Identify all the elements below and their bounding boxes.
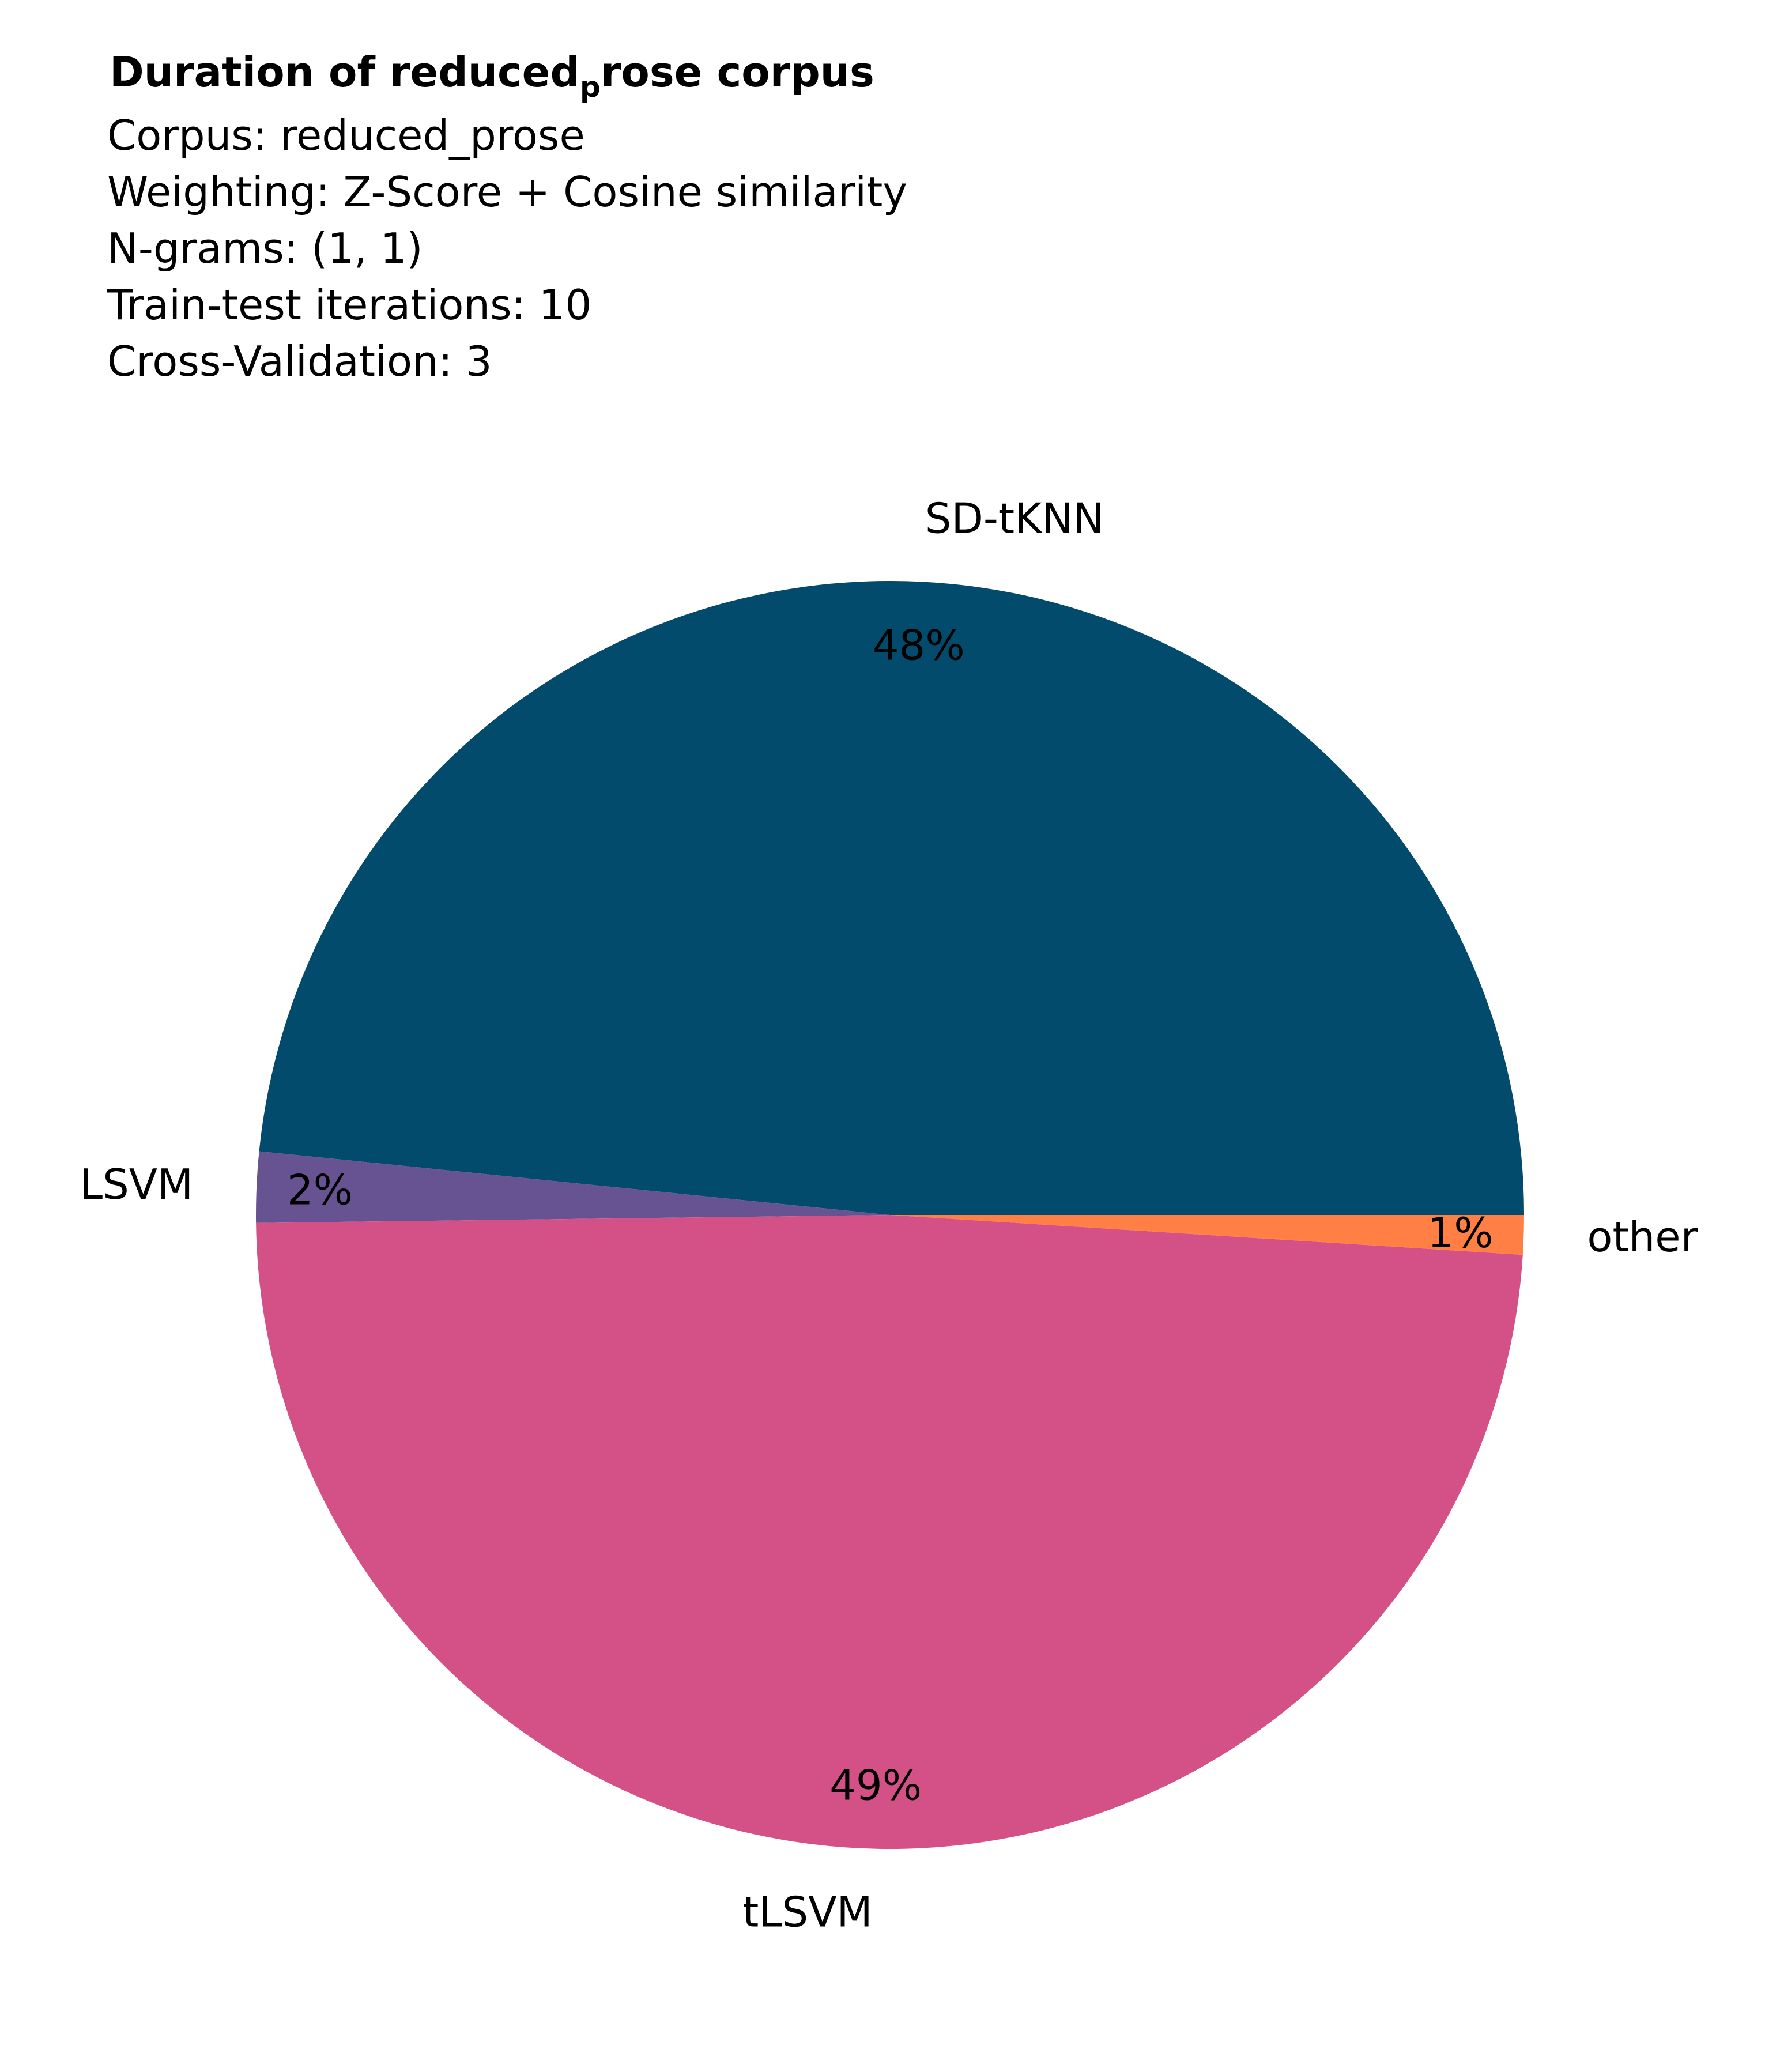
chart-info-lines: Corpus: reduced_prose Weighting: Z-Score…	[107, 111, 907, 386]
chart-title: Duration of reducedprose corpus	[110, 48, 874, 104]
info-line-cross-validation: Cross-Validation: 3	[107, 337, 492, 386]
pie-pct-label-other: 1%	[1427, 1209, 1493, 1257]
chart-title-main: Duration of reduced	[110, 48, 580, 96]
info-line-weighting: Weighting: Z-Score + Cosine similarity	[107, 168, 907, 216]
pie-slice-tlsvm	[256, 1215, 1523, 1849]
info-line-corpus: Corpus: reduced_prose	[107, 111, 585, 160]
pie-category-label-sd-tknn: SD-tKNN	[925, 495, 1104, 543]
pie-category-label-tlsvm: tLSVM	[742, 1888, 872, 1937]
pie-pct-label-lsvm: 2%	[287, 1165, 353, 1214]
chart-title-subscript: p	[580, 70, 601, 104]
pie-slice-sd-tknn	[259, 580, 1524, 1215]
pie-category-label-lsvm: LSVM	[80, 1160, 193, 1209]
pie-pct-label-tlsvm: 49%	[829, 1761, 922, 1810]
info-line-iterations: Train-test iterations: 10	[107, 281, 591, 329]
pie-labels: 48% SD-tKNN 2% LSVM 49% tLSVM 1% other	[80, 495, 1698, 1937]
pie-pct-label-sd-tknn: 48%	[873, 621, 965, 669]
pie-slice-other	[890, 1215, 1524, 1255]
pie-slices	[256, 580, 1524, 1849]
pie-slice-lsvm	[256, 1151, 891, 1223]
chart-title-rest: rose corpus	[601, 48, 874, 96]
pie-category-label-other: other	[1587, 1213, 1698, 1261]
info-line-ngrams: N-grams: (1, 1)	[107, 224, 423, 273]
